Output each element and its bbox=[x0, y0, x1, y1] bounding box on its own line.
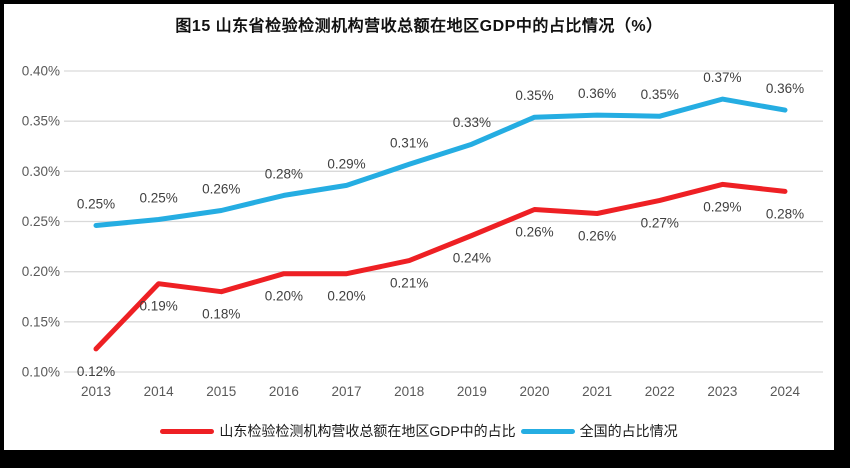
data-label-1: 0.28% bbox=[265, 166, 303, 181]
legend-label-national: 全国的占比情况 bbox=[579, 423, 678, 439]
legend-label-shandong: 山东检验检测机构营收总额在地区GDP中的占比 bbox=[219, 423, 516, 439]
legend-line-shandong bbox=[160, 428, 215, 434]
y-tick-label: 0.25% bbox=[22, 214, 60, 229]
data-label-0: 0.21% bbox=[390, 276, 428, 291]
data-label-0: 0.24% bbox=[453, 251, 491, 266]
y-tick-label: 0.40% bbox=[22, 64, 60, 79]
x-tick-label: 2023 bbox=[707, 384, 737, 399]
x-tick-label: 2021 bbox=[582, 384, 612, 399]
y-tick-label: 0.10% bbox=[22, 365, 60, 380]
data-label-1: 0.36% bbox=[766, 81, 804, 96]
x-tick-label: 2019 bbox=[457, 384, 487, 399]
data-label-0: 0.26% bbox=[578, 228, 616, 243]
data-label-0: 0.20% bbox=[327, 289, 365, 304]
x-tick-label: 2015 bbox=[206, 384, 236, 399]
data-label-1: 0.37% bbox=[703, 70, 741, 85]
data-label-0: 0.12% bbox=[77, 364, 115, 379]
chart-plot-area: 0.40% 0.35% 0.30% 0.25% 0.20% 0.15% 0.10% 2013 2… bbox=[22, 64, 823, 399]
x-tick-label: 2022 bbox=[645, 384, 675, 399]
x-tick-label: 2014 bbox=[144, 384, 175, 399]
data-label-0: 0.27% bbox=[641, 215, 679, 230]
x-tick-label: 2024 bbox=[770, 384, 801, 399]
data-label-1: 0.25% bbox=[77, 197, 115, 212]
data-label-0: 0.19% bbox=[139, 299, 177, 314]
data-label-1: 0.35% bbox=[641, 87, 679, 102]
y-tick-label: 0.15% bbox=[22, 314, 60, 329]
data-label-1: 0.31% bbox=[390, 135, 428, 150]
chart-canvas: 图15 山东省检验检测机构营收总额在地区GDP中的占比情况（%） 0.40% 0.… bbox=[4, 4, 834, 450]
y-tick-label: 0.20% bbox=[22, 264, 60, 279]
data-label-1: 0.26% bbox=[202, 181, 240, 196]
data-label-1: 0.36% bbox=[578, 86, 616, 101]
data-label-1: 0.35% bbox=[515, 88, 553, 103]
y-tick-label: 0.30% bbox=[22, 164, 60, 179]
legend-line-national bbox=[520, 428, 575, 434]
y-tick-label: 0.35% bbox=[22, 114, 60, 129]
data-label-0: 0.18% bbox=[202, 307, 240, 322]
x-tick-label: 2016 bbox=[269, 384, 299, 399]
data-label-1: 0.25% bbox=[139, 190, 177, 205]
chart-legend: 山东检验检测机构营收总额在地区GDP中的占比 全国的占比情况 bbox=[4, 421, 834, 441]
data-label-0: 0.29% bbox=[703, 199, 741, 214]
x-tick-label: 2018 bbox=[394, 384, 424, 399]
data-label-1: 0.33% bbox=[453, 115, 491, 130]
data-label-1: 0.29% bbox=[327, 156, 365, 171]
data-label-0: 0.20% bbox=[265, 289, 303, 304]
series-line-1 bbox=[93, 96, 788, 228]
chart-title: 图15 山东省检验检测机构营收总额在地区GDP中的占比情况（%） bbox=[175, 18, 663, 35]
series-line-0 bbox=[93, 181, 788, 352]
x-tick-label: 2013 bbox=[81, 384, 111, 399]
x-tick-label: 2020 bbox=[519, 384, 549, 399]
x-tick-label: 2017 bbox=[332, 384, 362, 399]
data-label-0: 0.28% bbox=[766, 206, 804, 221]
data-label-0: 0.26% bbox=[515, 224, 553, 239]
